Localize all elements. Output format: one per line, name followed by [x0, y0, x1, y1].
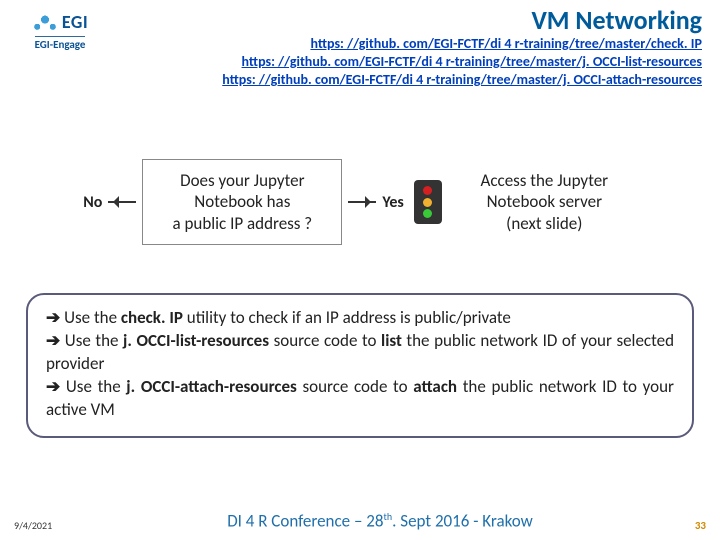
footer-date: 9/4/2021: [14, 519, 94, 532]
link-checkip[interactable]: https: //github. com/EGI-FCTF/di 4 r-tra…: [310, 35, 702, 52]
info-line3: ➔ Use the j. OCCI-attach-resources sourc…: [46, 376, 674, 422]
link-attach-resources[interactable]: https: //github. com/EGI-FCTF/di 4 r-tra…: [222, 71, 702, 88]
info-line1: ➔ Use the check. IP utility to check if …: [46, 307, 674, 330]
logo-brand-row: EGI: [32, 10, 88, 34]
info-box: ➔ Use the check. IP utility to check if …: [26, 293, 694, 438]
egi-logo: EGI EGI-Engage: [10, 6, 110, 54]
decision-box: Does your Jupyter Notebook has a public …: [142, 159, 342, 245]
yes-label: Yes: [382, 193, 403, 212]
footer: 9/4/2021 DI 4 R Conference – 28th. Sept …: [0, 510, 720, 532]
decision-line1: Does your Jupyter: [157, 170, 327, 191]
action-line3: (next slide): [466, 213, 623, 234]
title-block: VM Networking https: //github. com/EGI-F…: [110, 6, 710, 89]
amber-light-icon: [423, 198, 432, 207]
flow-row: No Does your Jupyter Notebook has a publ…: [0, 159, 720, 245]
red-light-icon: [423, 186, 432, 195]
traffic-light-icon: [414, 180, 442, 224]
decision-line2: Notebook has: [157, 191, 327, 212]
arrow-right-icon: [348, 201, 376, 203]
decision-line3: a public IP address ?: [157, 213, 327, 234]
green-light-icon: [423, 209, 432, 218]
logo-brand: EGI: [62, 11, 88, 33]
links-block: https: //github. com/EGI-FCTF/di 4 r-tra…: [110, 35, 710, 90]
link-list-resources[interactable]: https: //github. com/EGI-FCTF/di 4 r-tra…: [242, 53, 702, 70]
action-line2: Notebook server: [466, 191, 623, 212]
info-line2: ➔ Use the j. OCCI-list-resources source …: [46, 330, 674, 376]
page-title: VM Networking: [110, 6, 710, 35]
bullet-arrow-icon: ➔: [46, 377, 60, 396]
action-line1: Access the Jupyter: [466, 170, 623, 191]
logo-subtitle: EGI-Engage: [35, 36, 86, 51]
action-box: Access the Jupyter Notebook server (next…: [452, 160, 637, 244]
arrow-left-icon: [108, 201, 136, 203]
bullet-arrow-icon: ➔: [46, 308, 60, 327]
header: EGI EGI-Engage VM Networking https: //gi…: [0, 0, 720, 89]
footer-page-number: 33: [666, 519, 706, 532]
no-label: No: [83, 193, 102, 212]
bullet-arrow-icon: ➔: [46, 331, 60, 350]
logo-graphic-icon: [32, 10, 58, 34]
footer-center: DI 4 R Conference – 28th. Sept 2016 - Kr…: [94, 510, 666, 532]
